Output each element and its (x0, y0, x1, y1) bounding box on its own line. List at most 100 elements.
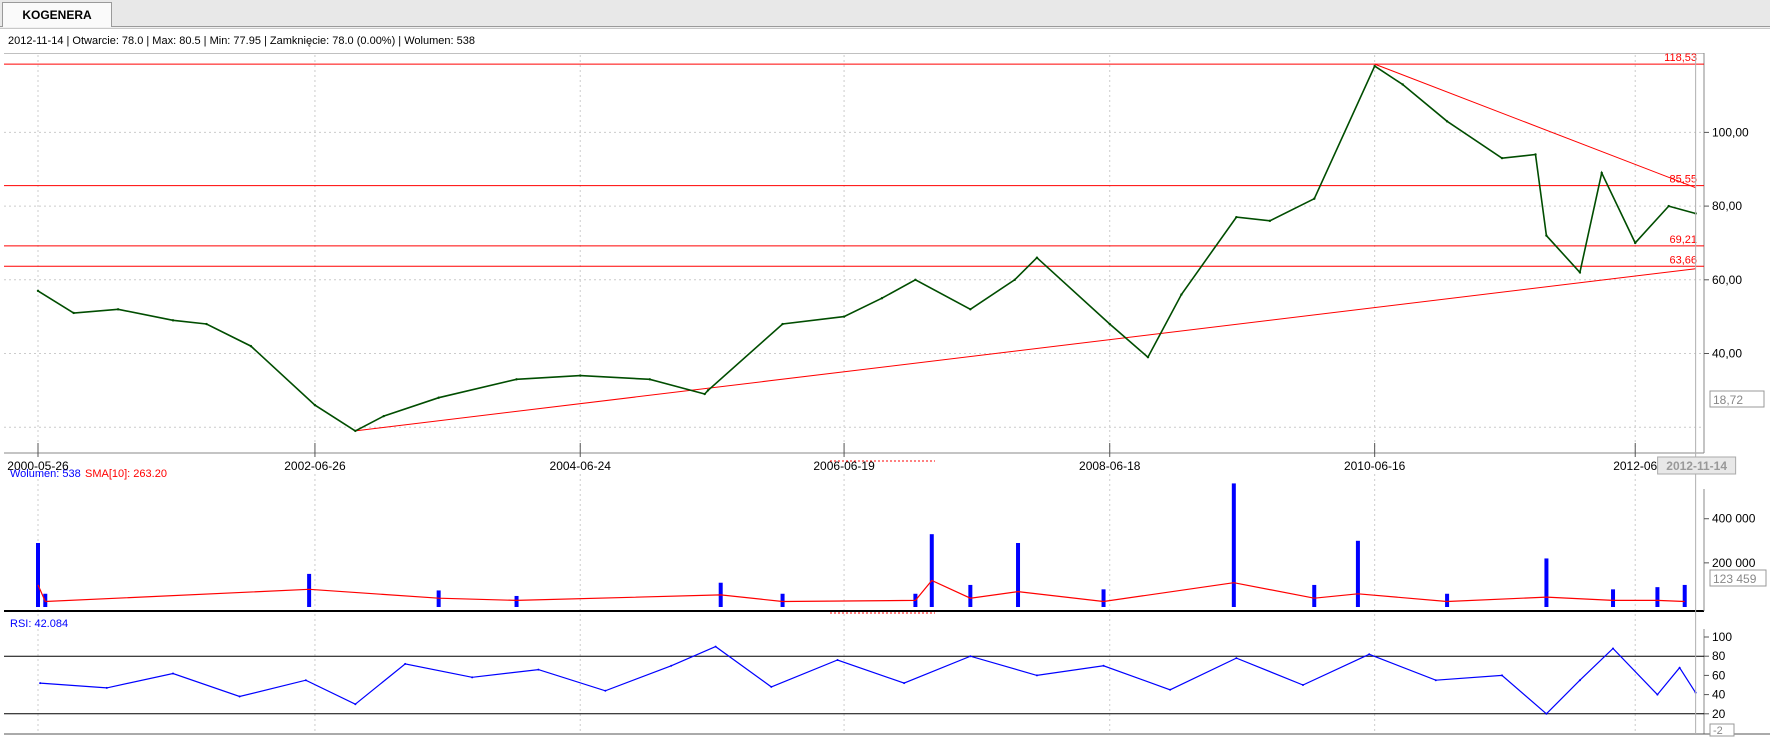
price-data-point (1634, 241, 1637, 245)
rsi-y-tick-label: 80 (1712, 649, 1726, 663)
price-hline-label: 69,21 (1669, 234, 1697, 246)
price-data-point (36, 289, 40, 293)
chart-area[interactable]: 2012-11-14 | Otwarcie: 78.0 | Max: 80.5 … (0, 28, 1770, 739)
rsi-data-point (1612, 647, 1615, 650)
tab-kogenera[interactable]: KOGENERA (2, 2, 112, 27)
price-data-point (1401, 83, 1404, 86)
volume-legend: Wolumen: 538 (10, 468, 81, 480)
rsi-data-point (304, 679, 307, 682)
price-data-point (703, 392, 706, 396)
price-y-tick-label: 80,00 (1712, 199, 1742, 213)
rsi-y-tick-label: 100 (1712, 630, 1732, 644)
rsi-data-point (1169, 688, 1172, 691)
rsi-data-point (172, 672, 175, 675)
chart-svg[interactable]: 2012-11-14 | Otwarcie: 78.0 | Max: 80.5 … (0, 29, 1770, 739)
price-x-tick-label: 2004-06-24 (550, 459, 612, 473)
volume-bar (1445, 593, 1450, 607)
rsi-last-value-label: -2 (1713, 725, 1723, 737)
price-data-point (1180, 293, 1183, 296)
volume-bar (1312, 584, 1317, 607)
price-data-point (515, 378, 518, 381)
price-data-point (249, 344, 253, 348)
cursor-date-label: 2012-11-14 (1666, 459, 1727, 473)
price-data-point (648, 378, 651, 381)
price-data-point (914, 278, 917, 281)
price-data-point (1667, 204, 1670, 208)
price-hline-label: 63,66 (1669, 254, 1697, 266)
price-y-tick-label: 100,00 (1712, 125, 1749, 139)
volume-bar (968, 584, 973, 607)
price-x-tick-label: 2010-06-16 (1344, 459, 1406, 473)
rsi-data-point (471, 676, 474, 679)
price-data-point (205, 322, 208, 326)
volume-bar (1355, 540, 1360, 607)
tab-bar: KOGENERA (0, 0, 1770, 27)
price-data-point (842, 315, 846, 318)
volume-bar (1016, 543, 1021, 607)
rsi-data-point (105, 686, 108, 689)
rsi-data-point (39, 682, 42, 685)
price-last-value-label: 18,72 (1713, 393, 1743, 407)
rsi-data-point (969, 655, 972, 658)
price-data-point (382, 414, 385, 418)
price-data-point (437, 396, 440, 399)
rsi-last-value-box (1709, 723, 1735, 737)
rsi-data-point (354, 703, 357, 706)
volume-layer (36, 483, 1687, 607)
price-data-point (1445, 120, 1449, 123)
volume-last-value-label: 123 459 (1713, 572, 1757, 586)
volume-bar (514, 595, 519, 607)
rsi-legend: RSI: 42.084 (10, 618, 68, 630)
price-trendline (355, 268, 1696, 432)
rsi-data-point (1501, 674, 1504, 677)
price-data-point (1373, 64, 1376, 68)
price-data-point (1313, 197, 1316, 200)
rsi-layer (4, 645, 1704, 715)
price-data-point (1146, 355, 1150, 359)
rsi-data-point (604, 689, 607, 692)
price-data-point (781, 322, 784, 326)
price-data-point (1268, 219, 1272, 223)
axis-layer: 40,00 60,00 80,00 100,00 18,72 2000-05-26 2002… (7, 55, 1767, 737)
price-data-point (880, 297, 884, 300)
price-last-value-box (1709, 390, 1765, 408)
volume-last-value-box (1709, 569, 1767, 587)
price-data-point (72, 311, 75, 315)
rsi-data-point (537, 668, 540, 671)
price-y-tick-label: 40,00 (1712, 347, 1742, 361)
grid-layer (4, 55, 1704, 734)
price-x-tick-label: 2000-05-26 (7, 459, 69, 473)
price-data-point (1578, 271, 1582, 274)
rsi-data-point (404, 662, 407, 665)
price-trendline (1374, 63, 1696, 189)
volume-bar (1682, 584, 1687, 607)
price-x-tick-label: 2006-06-19 (813, 459, 875, 473)
price-data-point (1534, 153, 1537, 156)
price-data-point (116, 308, 120, 311)
volume-bar (1544, 558, 1549, 607)
rsi-data-point (1678, 666, 1681, 669)
price-layer: 118,53 85,55 69,21 63,66 (4, 52, 1704, 433)
rsi-data-point (1102, 664, 1105, 667)
price-data-point (1235, 215, 1238, 219)
rsi-data-point (1301, 684, 1304, 686)
price-data-point (354, 429, 357, 433)
rsi-data-point (1578, 679, 1581, 682)
volume-bar (1655, 587, 1660, 607)
rsi-data-point (770, 685, 773, 688)
volume-sma-line (37, 579, 1685, 603)
volume-y-tick-label: 200 000 (1712, 556, 1756, 570)
rsi-y-tick-label: 60 (1712, 668, 1726, 682)
rsi-data-point (836, 659, 839, 662)
price-y-tick-label: 60,00 (1712, 273, 1742, 287)
rsi-y-tick-label: 20 (1712, 707, 1726, 721)
price-data-point (313, 403, 317, 407)
volume-bar (1611, 589, 1616, 607)
rsi-data-point (1368, 653, 1371, 656)
price-hline-label: 118,53 (1664, 52, 1697, 64)
price-x-tick-label: 2012-06 (1613, 459, 1657, 473)
rsi-data-point (1035, 674, 1038, 677)
rsi-data-point (1434, 679, 1437, 682)
rsi-data-point (238, 695, 241, 698)
volume-y-tick-label: 400 000 (1712, 512, 1756, 526)
